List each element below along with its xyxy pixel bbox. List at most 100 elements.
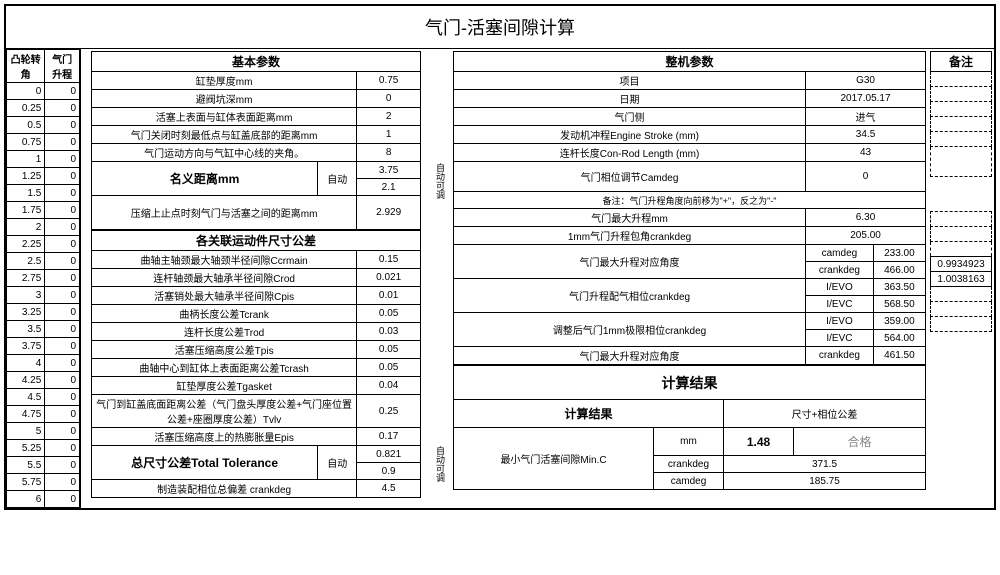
phase-r1c: 0.9934923	[931, 257, 992, 272]
phase-r1b: 363.50	[873, 279, 925, 296]
tol-row-label: 曲轴主轴颈最大轴颈半径间隙Ccrmain	[92, 251, 357, 269]
size-tol-label: 尺寸+相位公差	[724, 400, 926, 428]
nominal-auto: 自动	[318, 162, 357, 196]
basic-row-label: 气门运动方向与气缸中心线的夹角。	[92, 144, 357, 162]
min-clearance-label: 最小气门活塞间隙Min.C	[454, 428, 654, 490]
result-sub: 计算结果	[454, 400, 724, 428]
remark-cell	[931, 302, 992, 317]
lift-cell: 0	[45, 219, 80, 236]
mm-value: 1.48	[724, 428, 794, 456]
lift-cell: 0	[45, 423, 80, 440]
tolerance-table: 各关联运动件尺寸公差 曲轴主轴颈最大轴颈半径间隙Ccrmain0.15连杆轴颈最…	[91, 230, 421, 498]
tol-row-label: 曲轴中心到缸体上表面距离公差Tcrash	[92, 359, 357, 377]
machine-row-label: 发动机冲程Engine Stroke (mm)	[454, 126, 806, 144]
remark-cell	[931, 242, 992, 257]
remark-cell	[931, 287, 992, 302]
crank-dev-label: 制造装配相位总偏差 crankdeg	[92, 480, 357, 498]
lift-cell: 0	[45, 100, 80, 117]
lift-cell: 0	[45, 389, 80, 406]
basic-row-value: 1	[357, 126, 421, 144]
machine-header: 整机参数	[454, 52, 926, 72]
phase-r2b: 568.50	[873, 296, 925, 313]
page-title: 气门-活塞间隙计算	[6, 6, 994, 49]
maxang2-ra: crankdeg	[806, 347, 874, 365]
side-label-a: 自动可调	[421, 159, 449, 203]
angle-cell: 4.25	[7, 372, 45, 389]
remark-cell	[931, 132, 992, 147]
angle-cell: 0	[7, 83, 45, 100]
maxang-r2a: crankdeg	[806, 262, 874, 279]
tol-row-value: 0.17	[357, 428, 421, 446]
angle-cell: 5.75	[7, 474, 45, 491]
angle-cell: 3.5	[7, 321, 45, 338]
result-table: 计算结果 计算结果 尺寸+相位公差 最小气门活塞间隙Min.C mm 1.48 …	[453, 365, 926, 490]
total-tol-v1: 0.821	[357, 446, 421, 463]
lift-cell: 0	[45, 236, 80, 253]
lift-cell: 0	[45, 168, 80, 185]
machine-row-label: 日期	[454, 90, 806, 108]
machine-row-value: 43	[806, 144, 926, 162]
machine-panel: 整机参数 项目G30日期2017.05.17气门侧进气发动机冲程Engine S…	[453, 51, 926, 506]
remark-cell	[931, 212, 992, 227]
nominal-v1: 3.75	[357, 162, 421, 179]
tol-row-value: 0.15	[357, 251, 421, 269]
remark-table: 备注	[930, 51, 992, 177]
lift-cell: 0	[45, 338, 80, 355]
maxang2-rb: 461.50	[873, 347, 925, 365]
angle-cell: 4	[7, 355, 45, 372]
side-label-b: 自动可调	[421, 442, 449, 486]
tol-row-value: 0.05	[357, 305, 421, 323]
lift-cell: 0	[45, 134, 80, 151]
tol-row-value: 0.03	[357, 323, 421, 341]
angle-cell: 3	[7, 287, 45, 304]
machine-row-value: 进气	[806, 108, 926, 126]
machine-row-label: 连杆长度Con-Rod Length (mm)	[454, 144, 806, 162]
lift-cell: 0	[45, 474, 80, 491]
angle-cell: 0.5	[7, 117, 45, 134]
adj-r2b: 564.00	[873, 330, 925, 347]
remark-panel: 备注 0.9934923 1.0038163	[930, 51, 992, 506]
camdeg-label: 气门相位调节Camdeg	[454, 162, 806, 192]
col-lift: 气门升程	[45, 50, 80, 83]
crank-value: 371.5	[724, 456, 926, 473]
nominal-v2: 2.1	[357, 179, 421, 196]
angle-cell: 2	[7, 219, 45, 236]
tol-row-label: 连杆轴颈最大轴承半径间隙Crod	[92, 269, 357, 287]
machine-row-label: 气门侧	[454, 108, 806, 126]
basic-row-value: 0.75	[357, 72, 421, 90]
angle-cell: 2.5	[7, 253, 45, 270]
machine-row-value: 2017.05.17	[806, 90, 926, 108]
lift-cell: 0	[45, 83, 80, 100]
lift-table-panel: 凸轮转角气门升程 000.2500.500.750101.2501.501.75…	[6, 49, 81, 508]
lift-cell: 0	[45, 304, 80, 321]
pass-status: 合格	[794, 428, 926, 456]
cam-value: 185.75	[724, 473, 926, 490]
phase-r2a: I/EVC	[806, 296, 874, 313]
remark-cell	[931, 72, 992, 87]
phase-label: 气门升程配气相位crankdeg	[454, 279, 806, 313]
lift-cell: 0	[45, 372, 80, 389]
basic-row-value: 0	[357, 90, 421, 108]
lift-cell: 0	[45, 321, 80, 338]
basic-row-label: 气门关闭时刻最低点与缸盖底部的距离mm	[92, 126, 357, 144]
maxang-label: 气门最大升程对应角度	[454, 245, 806, 279]
tol-row-label: 缸垫厚度公差Tgasket	[92, 377, 357, 395]
total-tol-v2: 0.9	[357, 463, 421, 480]
lift-cell: 0	[45, 185, 80, 202]
lift-cell: 0	[45, 151, 80, 168]
remark-cell	[931, 227, 992, 242]
crank-dev-value: 4.5	[357, 480, 421, 498]
tol-header: 各关联运动件尺寸公差	[92, 231, 421, 251]
machine-table: 整机参数 项目G30日期2017.05.17气门侧进气发动机冲程Engine S…	[453, 51, 926, 365]
lift-cell: 0	[45, 355, 80, 372]
lift-cell: 0	[45, 117, 80, 134]
angle-cell: 5.25	[7, 440, 45, 457]
remark-header: 备注	[931, 52, 992, 72]
basic-row-value: 8	[357, 144, 421, 162]
lift-cell: 0	[45, 440, 80, 457]
adj-r1a: I/EVO	[806, 313, 874, 330]
lift-cell: 0	[45, 287, 80, 304]
cam-label: camdeg	[654, 473, 724, 490]
machine-row-value: 34.5	[806, 126, 926, 144]
remark-cell	[931, 317, 992, 332]
